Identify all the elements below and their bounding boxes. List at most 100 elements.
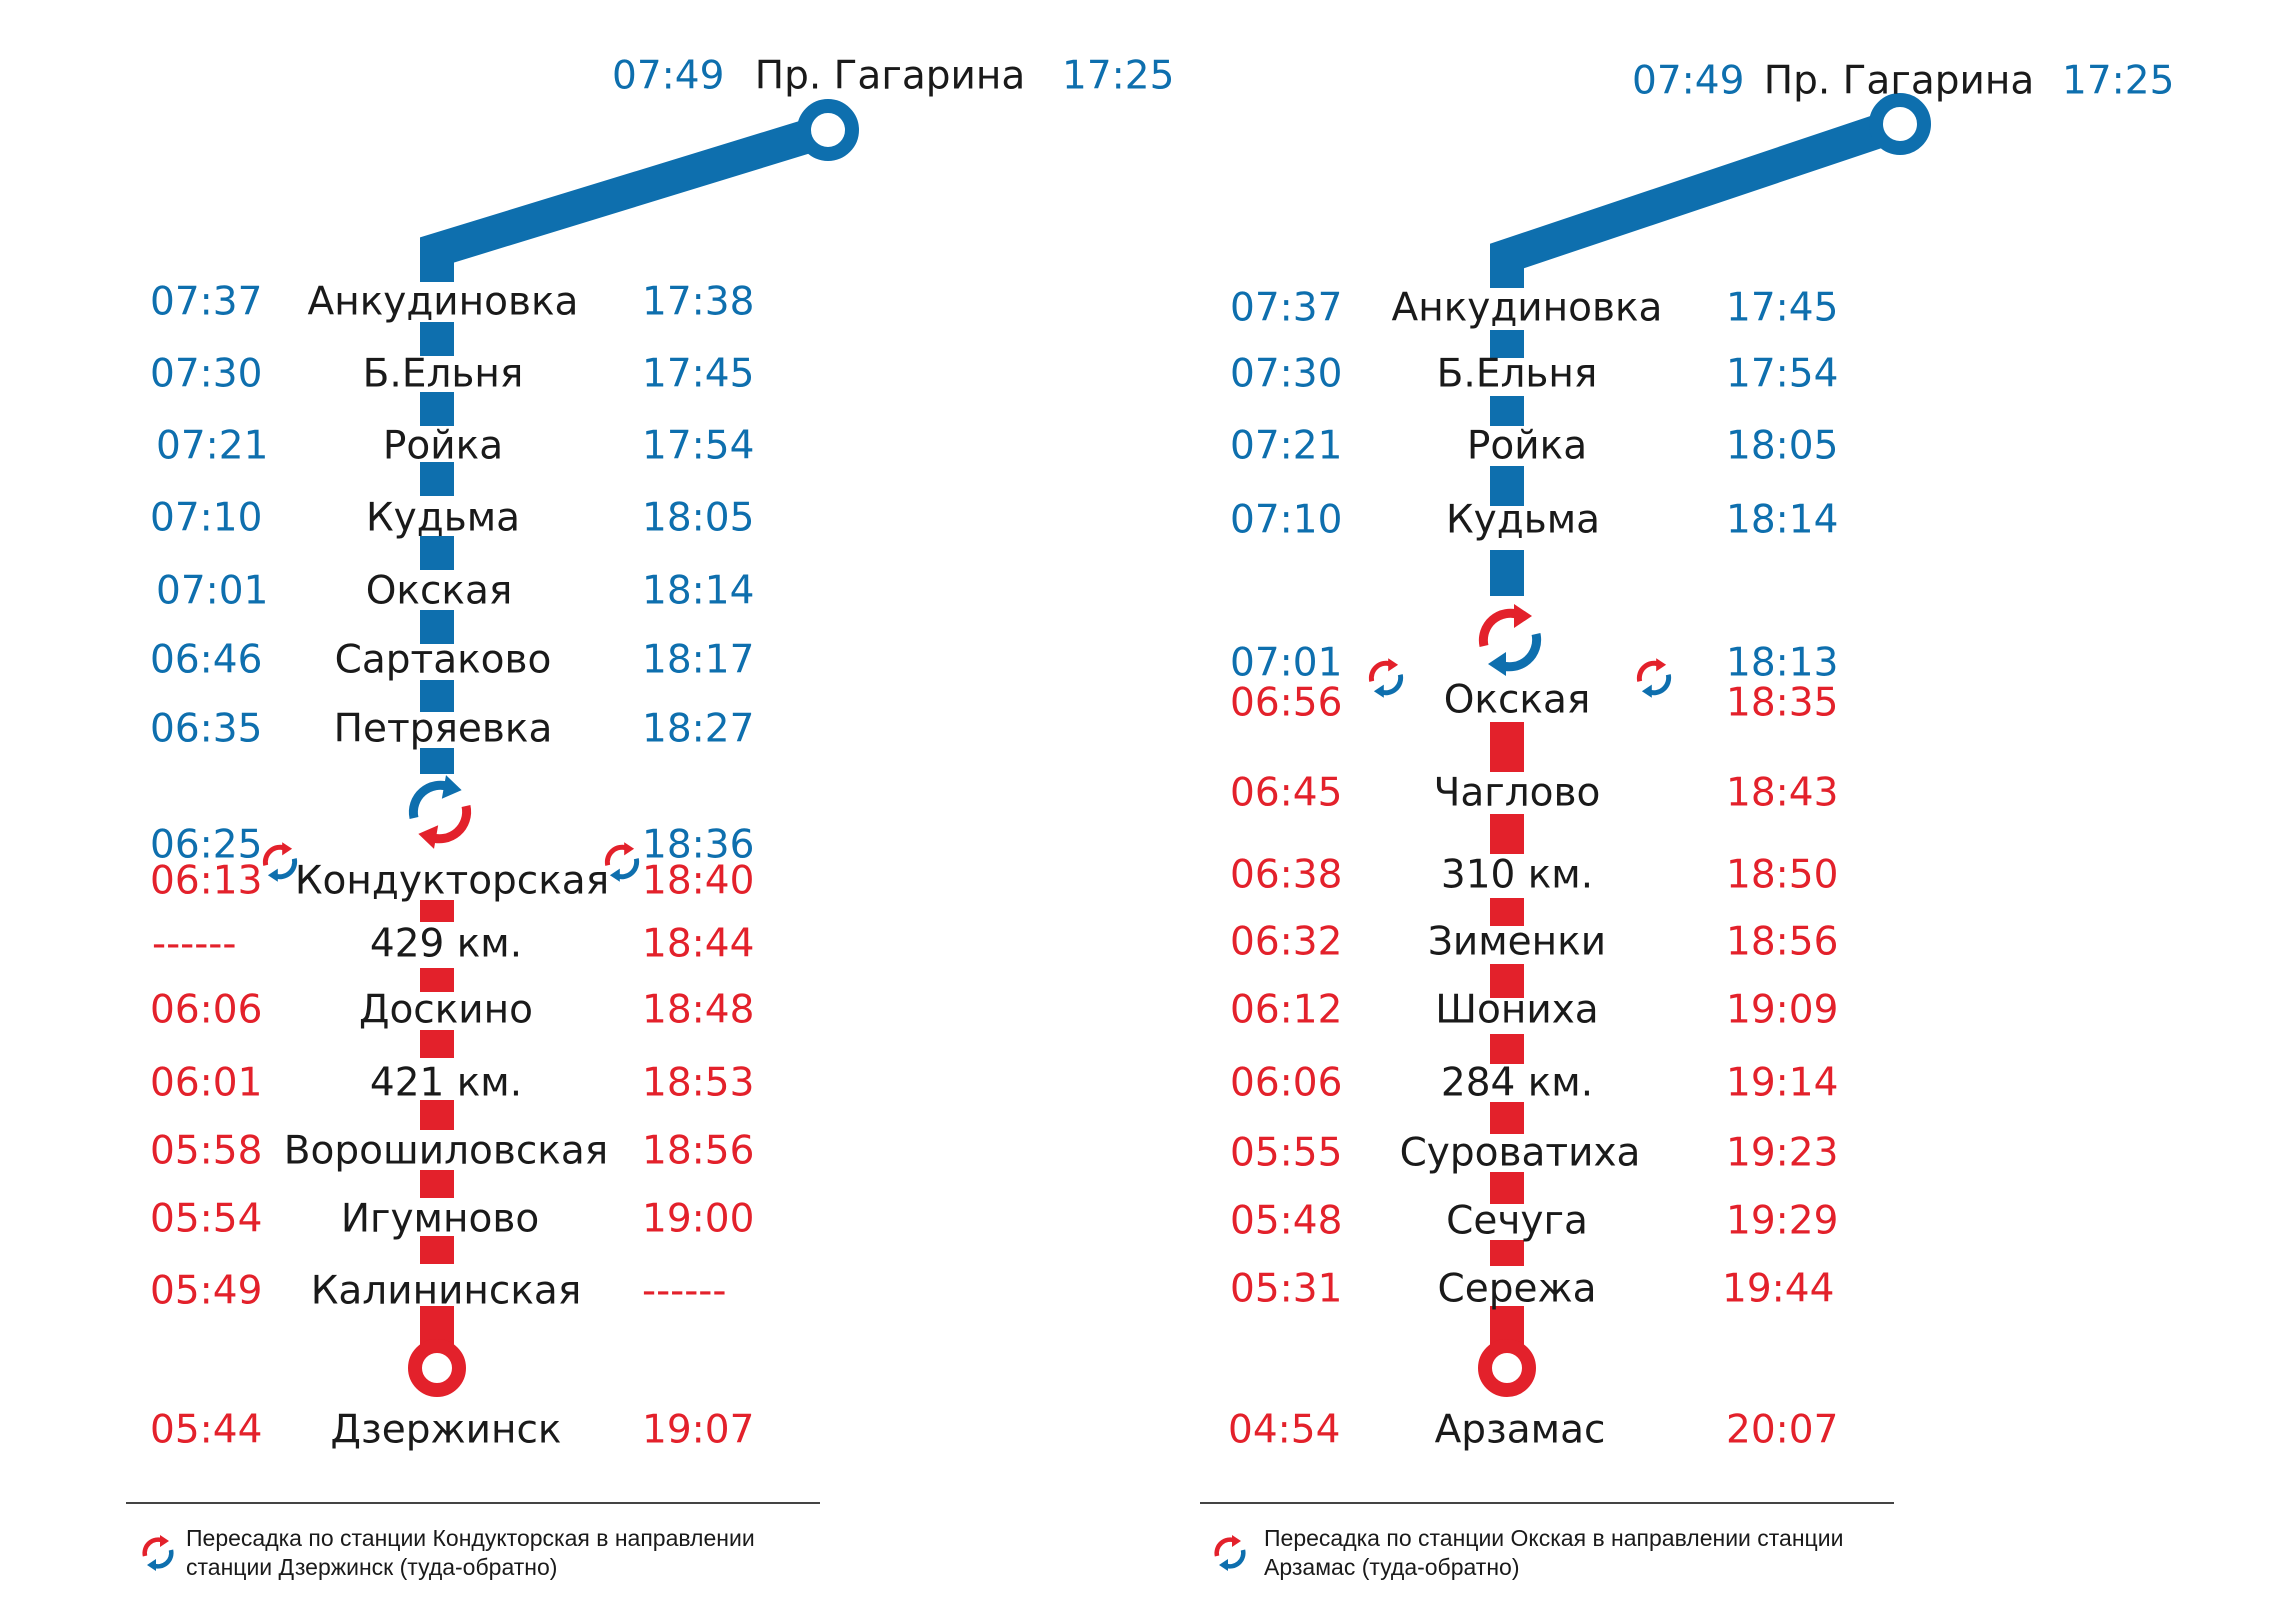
station-name: Кудьма	[1445, 497, 1601, 543]
transfer-arrows-icon	[142, 1535, 174, 1571]
time-outbound: 05:31	[1230, 1266, 1343, 1312]
red-line-segment	[420, 1236, 454, 1264]
blue-line-segment	[1490, 250, 1524, 288]
time-outbound: 06:46	[150, 637, 263, 683]
time-outbound: 07:49	[612, 53, 725, 99]
station-name: Пр. Гагарина	[754, 53, 1026, 99]
time-outbound: 06:01	[150, 1060, 263, 1106]
transfer-arrows-icon	[1478, 604, 1542, 676]
time-outbound: 06:56	[1230, 680, 1343, 726]
time-outbound: 07:10	[150, 495, 263, 541]
terminal-station-marker	[797, 99, 859, 161]
time-return: 19:07	[642, 1407, 755, 1453]
time-return: 18:53	[642, 1060, 755, 1106]
blue-line-segment	[420, 680, 454, 712]
blue-line-segment	[420, 610, 454, 644]
time-outbound: 07:01	[156, 568, 269, 614]
blue-line-segment	[420, 462, 454, 496]
time-outbound: 05:55	[1230, 1130, 1343, 1176]
station-name: Шониха	[1435, 987, 1599, 1033]
red-line-segment	[1490, 964, 1524, 998]
blue-line-segment	[1490, 466, 1524, 506]
time-return: 18:40	[642, 858, 755, 904]
time-outbound: 06:06	[1230, 1060, 1343, 1106]
red-line-segment	[1490, 722, 1524, 772]
time-return: 19:09	[1726, 987, 1839, 1033]
terminal-station-marker	[408, 1339, 466, 1397]
time-outbound: 06:45	[1230, 770, 1343, 816]
red-line-segment	[1490, 898, 1524, 926]
station-name: Ройка	[1466, 423, 1588, 469]
red-line-segment	[420, 1030, 454, 1058]
red-line-segment	[420, 1170, 454, 1198]
transfer-note: Пересадка по станции Окская в направлени…	[1264, 1525, 1844, 1580]
station-name: Чаглово	[1433, 770, 1601, 816]
time-outbound: 07:21	[1230, 423, 1343, 469]
red-line-segment	[1490, 1172, 1524, 1204]
red-line-segment	[1490, 1034, 1524, 1064]
station-name: Анкудиновка	[1391, 285, 1663, 331]
time-return: 20:07	[1726, 1407, 1839, 1453]
blue-line-segment	[420, 244, 454, 282]
transfer-arrows-icon	[408, 775, 472, 849]
time-outbound: 07:30	[150, 351, 263, 397]
station-name: Кудьма	[365, 495, 521, 541]
station-name: Ворошиловская	[283, 1128, 609, 1174]
red-line-segment	[420, 1100, 454, 1130]
time-return: 18:27	[642, 706, 755, 752]
station-name: Ройка	[382, 423, 504, 469]
time-return: 18:17	[642, 637, 755, 683]
time-return: 19:14	[1726, 1060, 1839, 1106]
time-return: 18:14	[1726, 497, 1839, 543]
transfer-arrows-icon	[262, 842, 298, 882]
blue-line-segment	[1490, 107, 1906, 273]
time-return: 17:25	[2062, 58, 2175, 104]
time-outbound: 06:32	[1230, 919, 1343, 965]
station-name: Кондукторская	[294, 858, 610, 904]
time-return: 17:45	[642, 351, 755, 397]
time-return: 18:36	[642, 822, 755, 868]
station-name: 284 км.	[1440, 1060, 1594, 1106]
station-name: Игумново	[340, 1196, 540, 1242]
blue-line-segment	[1490, 330, 1524, 358]
red-line-segment	[420, 900, 454, 922]
blue-line-segment	[420, 536, 454, 570]
divider	[1200, 1502, 1894, 1504]
time-return: 18:44	[642, 921, 755, 967]
time-return: 19:44	[1722, 1266, 1835, 1312]
station-name: Зименки	[1427, 919, 1607, 965]
time-return: 19:00	[642, 1196, 755, 1242]
time-outbound: 05:44	[150, 1407, 263, 1453]
time-return: 17:54	[642, 423, 755, 469]
station-name: 429 км.	[369, 921, 523, 967]
station-name: Петряевка	[333, 706, 553, 752]
station-name: 421 км.	[369, 1060, 523, 1106]
time-outbound: 05:54	[150, 1196, 263, 1242]
time-return: 18:56	[1726, 919, 1839, 965]
station-name: Окская	[1443, 677, 1591, 723]
blue-line-segment	[1490, 396, 1524, 426]
station-name: Сечуга	[1446, 1198, 1588, 1244]
station-name: 310 км.	[1440, 852, 1594, 898]
terminal-station-marker	[1869, 93, 1931, 155]
time-return: 19:29	[1726, 1198, 1839, 1244]
time-outbound: 07:01	[1230, 640, 1343, 686]
transfer-arrows-icon	[604, 842, 640, 882]
route-line-dzerzhinsk	[142, 99, 859, 1571]
time-return: 17:45	[1726, 285, 1839, 331]
divider	[126, 1502, 820, 1504]
time-outbound: 07:10	[1230, 497, 1343, 543]
time-return: 17:54	[1726, 351, 1839, 397]
time-return: 18:13	[1726, 640, 1839, 686]
route-line-arzamas	[1214, 93, 1931, 1571]
station-name: Калининская	[310, 1268, 582, 1314]
transfer-arrows-icon	[1368, 658, 1404, 698]
time-outbound: 05:49	[150, 1268, 263, 1314]
time-outbound: 07:37	[1230, 285, 1343, 331]
time-outbound: ------	[152, 921, 237, 967]
station-name: Пр. Гагарина	[1763, 58, 2035, 104]
time-return: 17:25	[1062, 53, 1175, 99]
blue-line-segment	[420, 748, 454, 774]
time-outbound: 06:06	[150, 987, 263, 1033]
time-return: 18:56	[642, 1128, 755, 1174]
